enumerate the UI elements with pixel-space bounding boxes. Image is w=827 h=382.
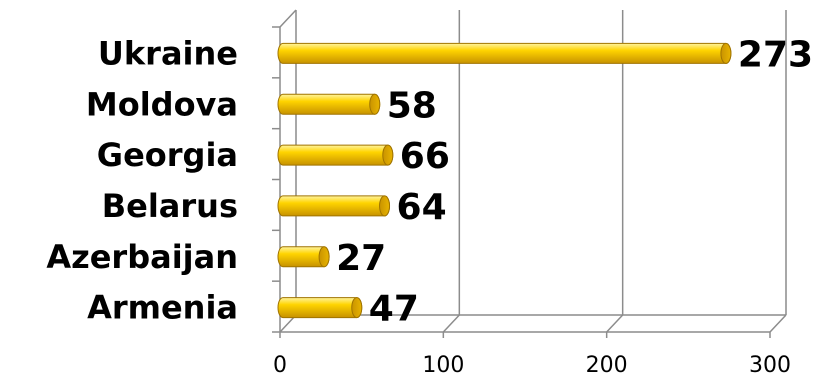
gridlines (279, 10, 787, 338)
category-label: Ukraine (98, 34, 238, 72)
category-labels: Ukraine Moldova Georgia Belarus Azerbaijan Ar… (46, 34, 238, 326)
data-label: 64 (397, 187, 447, 228)
bar-body (277, 42, 732, 64)
data-label: 27 (336, 238, 386, 279)
value-labels: 273 58 66 64 27 47 (336, 34, 813, 329)
bar-body (277, 93, 381, 115)
bar (277, 93, 381, 115)
category-label: Azerbaijan (46, 238, 238, 276)
bar-cap (382, 144, 394, 166)
x-tick-label: 300 (749, 353, 791, 378)
data-label: 58 (387, 85, 437, 126)
gridline-floor-depth (606, 314, 624, 333)
bar-cap (369, 93, 381, 115)
bar (277, 144, 394, 166)
bar-cap (351, 297, 363, 319)
data-label: 47 (369, 289, 419, 330)
gridline-floor-depth (442, 314, 460, 333)
x-tick-label: 0 (273, 353, 287, 378)
bar (277, 195, 391, 217)
category-label: Georgia (97, 136, 238, 174)
bar-body (277, 297, 363, 319)
bars (277, 42, 732, 319)
bar-body (277, 195, 391, 217)
category-label: Moldova (86, 85, 238, 123)
bar (277, 297, 363, 319)
bar-cap (379, 195, 391, 217)
gridline-floor-depth (769, 314, 787, 333)
category-label: Belarus (102, 187, 238, 225)
bar (277, 246, 330, 268)
data-label: 273 (738, 34, 813, 75)
bar-cap (318, 246, 330, 268)
x-tick-label: 100 (422, 353, 464, 378)
x-tick-labels: 0 100 200 300 (273, 353, 791, 378)
bar (277, 42, 732, 64)
bar-body (277, 144, 394, 166)
x-tick-label: 200 (586, 353, 628, 378)
y-axis-top-depth-line (279, 9, 297, 28)
bar-cap (720, 42, 732, 64)
category-label: Armenia (87, 289, 238, 327)
data-label: 66 (400, 136, 450, 177)
